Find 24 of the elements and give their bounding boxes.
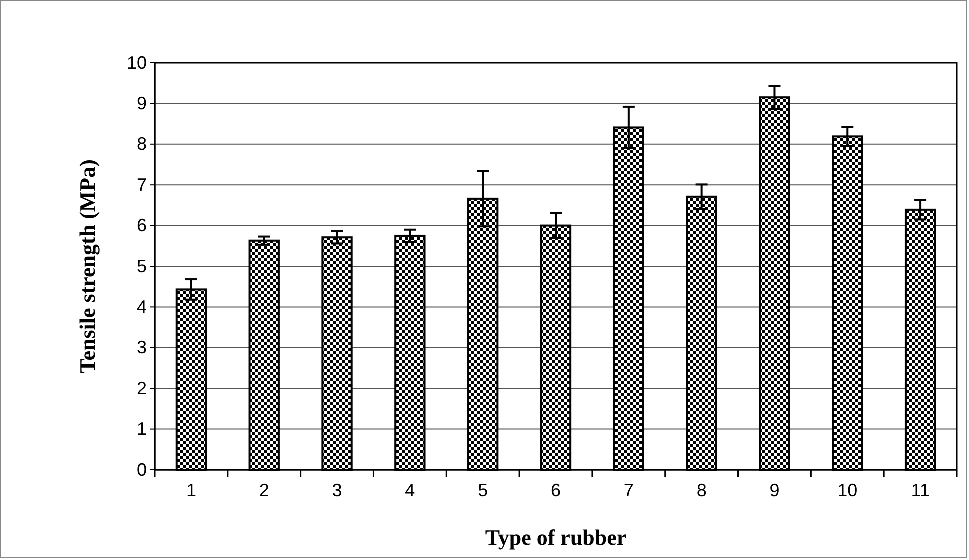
x-tick-label: 7 (624, 480, 634, 500)
x-tick-label: 10 (838, 480, 858, 500)
x-tick-label: 2 (259, 480, 270, 500)
y-tick-label: 8 (136, 134, 147, 154)
y-tick-label: 0 (136, 460, 147, 480)
y-axis-title: Tensile strength (MPa) (75, 160, 100, 374)
y-tick-label: 4 (136, 296, 147, 317)
x-tick-label: 6 (550, 480, 562, 500)
y-tick-label: 6 (136, 216, 147, 236)
y-tick-label: 3 (136, 338, 147, 358)
y-tick-label: 1 (136, 419, 147, 440)
x-tick-label: 4 (405, 480, 416, 500)
y-tick-label: 2 (136, 378, 147, 398)
y-tick-label: 5 (136, 256, 147, 276)
y-tick-label: 7 (136, 174, 147, 195)
y-tick-label: 10 (126, 52, 147, 73)
x-tick-label: 8 (696, 480, 707, 500)
x-tick-label: 5 (478, 480, 488, 500)
x-tick-label: 3 (332, 480, 342, 500)
x-tick-label: 11 (911, 480, 930, 500)
y-tick-label: 9 (136, 93, 147, 114)
x-tick-label: 9 (770, 480, 780, 500)
x-axis-title: Type of rubber (485, 525, 627, 550)
x-tick-label: 1 (186, 480, 196, 500)
